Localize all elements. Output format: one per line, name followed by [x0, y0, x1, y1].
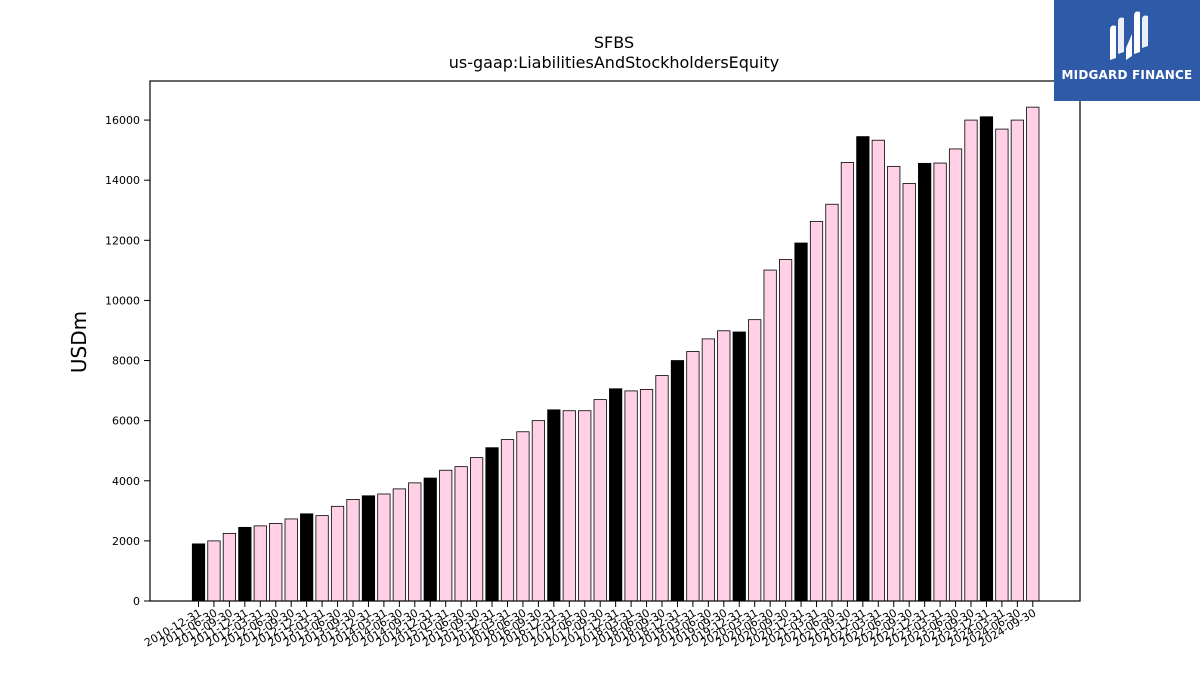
bar	[361, 495, 376, 602]
bar	[392, 488, 406, 602]
y-axis-ticks: 0 2000 4000 6000 8000 10000 12000 14000 16000	[105, 114, 150, 608]
brand-logo: MIDGARD FINANCE	[1054, 0, 1200, 101]
bar	[423, 477, 437, 602]
bar	[284, 518, 298, 602]
y-axis-label: USDm	[67, 311, 91, 373]
bar	[191, 543, 206, 602]
bar	[330, 505, 345, 602]
y-tick-label: 4000	[112, 475, 140, 488]
bar	[1026, 106, 1040, 602]
bar	[701, 338, 715, 602]
bar	[964, 119, 978, 602]
bar	[315, 515, 329, 602]
bar	[1010, 119, 1024, 602]
bar	[979, 116, 994, 602]
bar	[207, 540, 221, 602]
bar	[454, 466, 468, 602]
x-axis-ticks: 2010-12-312011-06-302011-09-302011-12-31…	[142, 601, 1038, 650]
bar	[578, 410, 592, 602]
y-tick-label: 10000	[105, 294, 140, 307]
bar	[840, 162, 855, 602]
y-tick-label: 14000	[105, 174, 140, 187]
bar	[593, 399, 607, 602]
chart-title: SFBS	[594, 33, 634, 52]
bar	[748, 319, 762, 602]
bar	[779, 259, 793, 602]
brand-name: MIDGARD FINANCE	[1061, 68, 1193, 82]
bar	[948, 148, 963, 602]
bar	[995, 128, 1009, 602]
bar	[300, 513, 314, 602]
bar	[809, 220, 824, 602]
bar	[670, 360, 685, 602]
bar	[485, 447, 499, 602]
bar	[794, 242, 808, 602]
bar	[655, 375, 669, 602]
bar	[377, 493, 391, 602]
bar	[408, 482, 422, 602]
bar	[686, 351, 700, 602]
bar	[763, 269, 777, 602]
y-tick-label: 6000	[112, 415, 140, 428]
bar	[887, 165, 901, 602]
bar	[609, 388, 623, 602]
bar	[269, 523, 283, 602]
bar	[346, 498, 360, 602]
chart-subtitle: us-gaap:LiabilitiesAndStockholdersEquity	[449, 53, 780, 72]
bar	[516, 431, 530, 602]
bar	[238, 526, 252, 602]
bar	[918, 162, 932, 602]
bar-series	[191, 106, 1040, 602]
bar	[253, 525, 267, 602]
bar	[933, 162, 947, 602]
bar	[856, 136, 870, 602]
bar	[717, 330, 731, 602]
y-tick-label: 12000	[105, 234, 140, 247]
midgard-logo-icon	[1110, 11, 1148, 60]
bar	[222, 532, 236, 602]
y-tick-label: 8000	[112, 355, 140, 368]
bar	[500, 439, 515, 602]
bar	[547, 409, 561, 602]
y-tick-label: 0	[133, 595, 140, 608]
bar	[639, 388, 654, 602]
bar	[825, 203, 839, 602]
y-tick-label: 2000	[112, 535, 140, 548]
bar	[871, 139, 885, 602]
bar	[732, 331, 746, 602]
bar	[439, 469, 453, 602]
bar	[469, 457, 484, 602]
y-tick-label: 16000	[105, 114, 140, 127]
plot-frame	[149, 80, 1081, 602]
bar	[902, 183, 916, 602]
bar	[562, 410, 576, 602]
bar	[531, 420, 546, 602]
bar	[624, 390, 638, 602]
